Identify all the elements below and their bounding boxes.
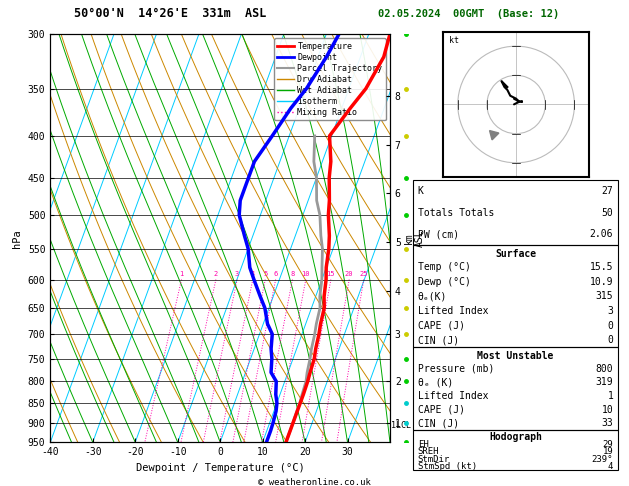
Text: 10: 10 (301, 271, 310, 277)
Text: Surface: Surface (495, 249, 536, 259)
Y-axis label: hPa: hPa (13, 229, 22, 247)
Text: 1LCL: 1LCL (391, 420, 411, 430)
Text: CIN (J): CIN (J) (418, 335, 459, 345)
Text: StmDir: StmDir (418, 455, 450, 464)
Text: 33: 33 (601, 418, 613, 428)
Text: Hodograph: Hodograph (489, 433, 542, 442)
Text: 10.9: 10.9 (590, 277, 613, 287)
Text: StmSpd (kt): StmSpd (kt) (418, 462, 477, 471)
Text: CAPE (J): CAPE (J) (418, 405, 465, 415)
Text: 50°00'N  14°26'E  331m  ASL: 50°00'N 14°26'E 331m ASL (74, 7, 266, 20)
Text: θₑ (K): θₑ (K) (418, 378, 453, 387)
Bar (413, 245, 618, 347)
Text: EH: EH (418, 440, 428, 449)
Text: © weatheronline.co.uk: © weatheronline.co.uk (258, 478, 371, 486)
Text: 15: 15 (326, 271, 335, 277)
Text: 0: 0 (608, 321, 613, 330)
Bar (413, 180, 618, 245)
Text: 3: 3 (235, 271, 239, 277)
Bar (413, 347, 618, 430)
Text: 6: 6 (274, 271, 278, 277)
Text: Most Unstable: Most Unstable (477, 351, 554, 361)
Text: Totals Totals: Totals Totals (418, 208, 494, 218)
Text: 19: 19 (603, 448, 613, 456)
Text: 239°: 239° (592, 455, 613, 464)
Text: K: K (418, 186, 423, 196)
Text: 319: 319 (596, 378, 613, 387)
Text: 800: 800 (596, 364, 613, 374)
Text: 1: 1 (179, 271, 184, 277)
Text: Temp (°C): Temp (°C) (418, 262, 470, 272)
Text: Dewp (°C): Dewp (°C) (418, 277, 470, 287)
Text: 25: 25 (360, 271, 368, 277)
Text: 8: 8 (291, 271, 294, 277)
Text: CAPE (J): CAPE (J) (418, 321, 465, 330)
Text: 29: 29 (603, 440, 613, 449)
Text: 1: 1 (608, 391, 613, 401)
Text: 0: 0 (608, 335, 613, 345)
Text: kt: kt (449, 36, 459, 45)
Text: CIN (J): CIN (J) (418, 418, 459, 428)
Text: 10: 10 (601, 405, 613, 415)
Text: 2: 2 (214, 271, 218, 277)
Legend: Temperature, Dewpoint, Parcel Trajectory, Dry Adiabat, Wet Adiabat, Isotherm, Mi: Temperature, Dewpoint, Parcel Trajectory… (274, 38, 386, 121)
X-axis label: Dewpoint / Temperature (°C): Dewpoint / Temperature (°C) (136, 463, 304, 473)
Text: SREH: SREH (418, 448, 439, 456)
Text: θₑ(K): θₑ(K) (418, 292, 447, 301)
Text: 15.5: 15.5 (590, 262, 613, 272)
Text: 4: 4 (251, 271, 255, 277)
Y-axis label: km
ASL: km ASL (403, 229, 425, 247)
Text: Lifted Index: Lifted Index (418, 391, 488, 401)
Text: 20: 20 (345, 271, 353, 277)
Text: PW (cm): PW (cm) (418, 229, 459, 240)
Text: Pressure (mb): Pressure (mb) (418, 364, 494, 374)
Text: 02.05.2024  00GMT  (Base: 12): 02.05.2024 00GMT (Base: 12) (378, 9, 559, 19)
Text: 50: 50 (601, 208, 613, 218)
Text: 4: 4 (608, 462, 613, 471)
Bar (413, 430, 618, 470)
Text: 2.06: 2.06 (590, 229, 613, 240)
Text: 3: 3 (608, 306, 613, 316)
Text: 5: 5 (263, 271, 267, 277)
Text: Lifted Index: Lifted Index (418, 306, 488, 316)
Text: 315: 315 (596, 292, 613, 301)
Text: 27: 27 (601, 186, 613, 196)
